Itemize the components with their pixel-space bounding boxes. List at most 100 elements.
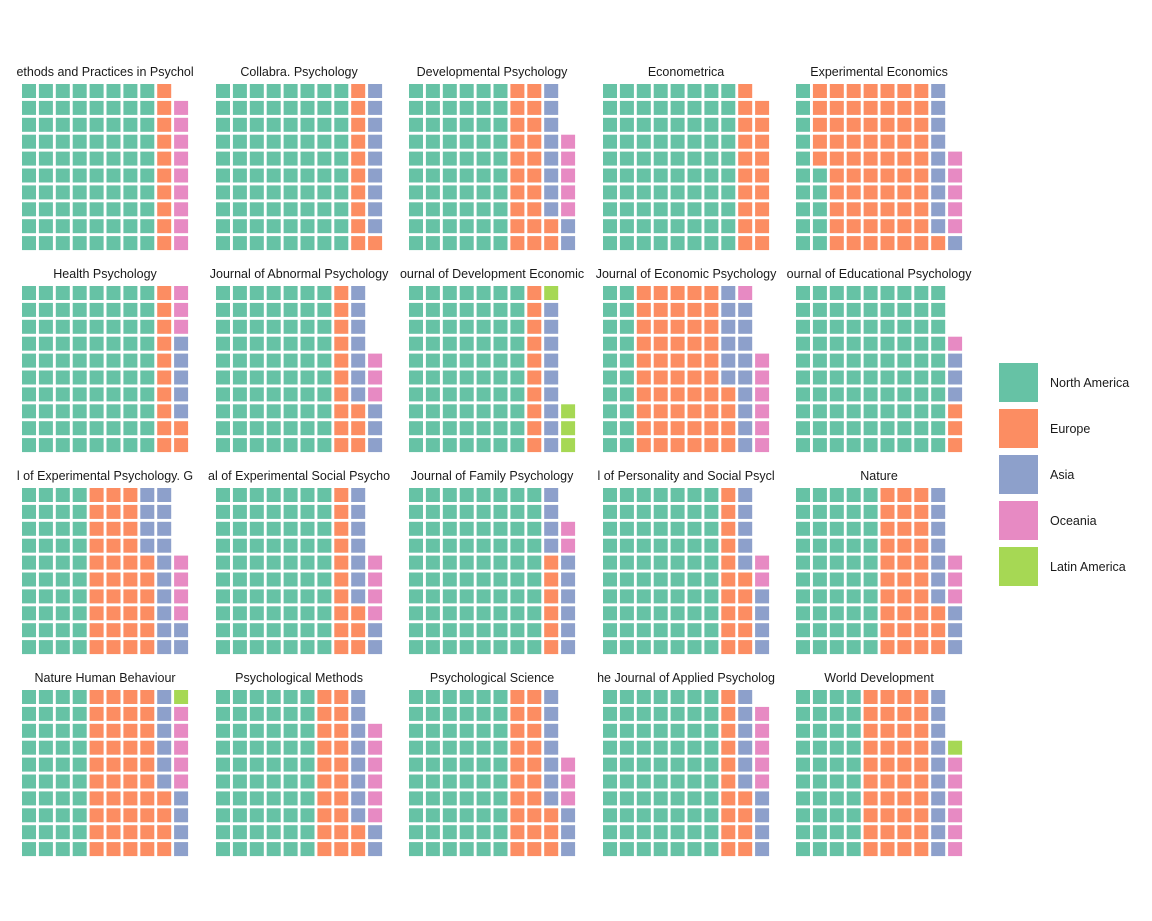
waffle-cell — [317, 438, 332, 453]
waffle-cell — [216, 151, 230, 166]
waffle-cell — [106, 202, 121, 217]
waffle-cell — [283, 504, 298, 519]
waffle-cell — [249, 740, 264, 755]
waffle-cell — [653, 387, 668, 402]
waffle-cell — [351, 774, 366, 789]
waffle-cell — [409, 421, 423, 436]
waffle-cell — [510, 185, 525, 200]
waffle-cell — [812, 100, 827, 115]
waffle-cell — [409, 286, 423, 300]
waffle-cell — [409, 236, 423, 251]
waffle-cell — [476, 589, 491, 604]
waffle-cell — [544, 185, 559, 200]
waffle-cell — [425, 84, 440, 98]
waffle-cell — [721, 185, 736, 200]
waffle-cell — [704, 302, 719, 317]
waffle-cell — [459, 353, 474, 368]
waffle-cell — [704, 572, 719, 587]
waffle-cell — [351, 438, 366, 453]
waffle-cell — [232, 690, 247, 704]
waffle-cell — [157, 488, 172, 502]
waffle-cell — [106, 134, 121, 149]
waffle-cell — [755, 202, 770, 217]
waffle-cell — [55, 791, 70, 806]
waffle-cell — [931, 791, 946, 806]
panel-title: Journal of Abnormal Psychology — [210, 267, 389, 281]
waffle-cell — [812, 589, 827, 604]
waffle-cell — [459, 387, 474, 402]
waffle-cell — [544, 774, 559, 789]
waffle-cell — [561, 168, 576, 183]
waffle-cell — [266, 808, 281, 823]
waffle-cell — [106, 723, 121, 738]
panel: Journal of Abnormal Psychology — [210, 267, 389, 453]
waffle-cell — [157, 774, 172, 789]
waffle-cell — [846, 606, 861, 621]
waffle-cell — [409, 117, 423, 132]
waffle-cell — [914, 640, 929, 655]
waffle-cell — [738, 286, 753, 300]
waffle-cell — [931, 319, 946, 334]
waffle-cell — [283, 521, 298, 536]
waffle-cell — [157, 404, 172, 419]
waffle-cell — [89, 538, 104, 553]
waffle-cell — [914, 690, 929, 704]
waffle-cell — [106, 690, 121, 704]
waffle-cell — [459, 151, 474, 166]
waffle-cell — [619, 302, 634, 317]
waffle-cell — [510, 134, 525, 149]
waffle-cell — [283, 723, 298, 738]
waffle-cell — [812, 202, 827, 217]
waffle-cell — [216, 134, 230, 149]
waffle-cell — [232, 488, 247, 502]
waffle-cell — [216, 757, 230, 772]
waffle-cell — [812, 84, 827, 98]
waffle-cell — [89, 117, 104, 132]
waffle-cell — [442, 404, 457, 419]
waffle-cell — [796, 84, 810, 98]
waffle-cell — [317, 623, 332, 638]
waffle-cell — [300, 740, 315, 755]
waffle-cell — [653, 302, 668, 317]
waffle-cell — [425, 151, 440, 166]
waffle-cell — [300, 387, 315, 402]
waffle-cell — [216, 319, 230, 334]
waffle-cell — [493, 589, 508, 604]
waffle-cell — [476, 100, 491, 115]
waffle-cell — [351, 589, 366, 604]
waffle-cell — [476, 640, 491, 655]
waffle-cell — [123, 488, 138, 502]
waffle-cell — [442, 606, 457, 621]
waffle-cell — [317, 219, 332, 234]
waffle-cell — [140, 555, 155, 570]
waffle-cell — [55, 302, 70, 317]
waffle-cell — [123, 690, 138, 704]
waffle-cell — [931, 640, 946, 655]
waffle-cell — [334, 302, 349, 317]
waffle-cell — [283, 706, 298, 721]
waffle-cell — [510, 404, 525, 419]
waffle-cell — [880, 134, 895, 149]
waffle-cell — [123, 100, 138, 115]
waffle-cell — [846, 690, 861, 704]
waffle-cell — [249, 202, 264, 217]
waffle-cell — [351, 404, 366, 419]
waffle-cell — [459, 286, 474, 300]
waffle-cell — [216, 791, 230, 806]
waffle-cell — [510, 606, 525, 621]
waffle-cell — [755, 555, 770, 570]
waffle-cell — [914, 606, 929, 621]
waffle-cell — [249, 757, 264, 772]
waffle-cell — [216, 589, 230, 604]
waffle-cell — [931, 336, 946, 351]
waffle-cell — [140, 572, 155, 587]
waffle-cell — [897, 521, 912, 536]
waffle-cell — [38, 623, 53, 638]
waffle-cell — [459, 488, 474, 502]
waffle-cell — [721, 117, 736, 132]
waffle-cell — [721, 202, 736, 217]
waffle-cell — [72, 117, 87, 132]
waffle-cell — [89, 134, 104, 149]
waffle-cell — [351, 791, 366, 806]
waffle-cell — [755, 623, 770, 638]
